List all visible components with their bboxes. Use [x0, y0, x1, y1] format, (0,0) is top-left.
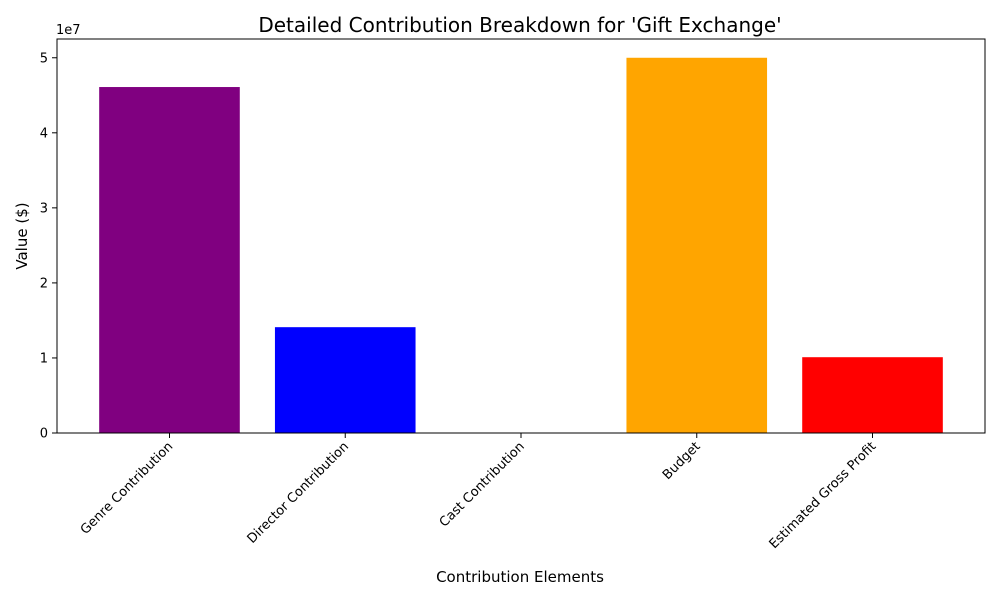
y-tick-label: 1: [40, 351, 48, 366]
y-tick-label: 0: [40, 427, 48, 442]
x-tick-label: Estimated Gross Profit: [767, 439, 880, 552]
y-axis-label: Value ($): [13, 202, 31, 269]
y-tick-label: 2: [40, 276, 48, 291]
y-tick-label: 3: [40, 201, 48, 216]
x-axis-label: Contribution Elements: [436, 568, 604, 586]
y-tick-label: 5: [40, 51, 48, 66]
x-tick-label: Budget: [660, 439, 704, 483]
x-tick-label: Director Contribution: [245, 439, 353, 547]
y-axis-ticks: 0 1 2 3 4 5: [40, 51, 57, 442]
bar-budget: [626, 57, 768, 434]
x-tick-label: Genre Contribution: [78, 439, 176, 537]
bar-estimated-gross-profit: [802, 357, 943, 433]
bar-genre-contribution: [99, 87, 240, 433]
bar-director-contribution: [274, 327, 416, 433]
y-tick-label: 4: [40, 126, 48, 141]
chart-title: Detailed Contribution Breakdown for 'Gif…: [258, 13, 781, 37]
x-tick-label: Cast Contribution: [437, 439, 528, 530]
bars-group: [99, 57, 943, 434]
x-axis-ticks: Genre Contribution Director Contribution C…: [78, 433, 879, 552]
y-axis-scale-label: 1e7: [56, 23, 81, 38]
plot-frame: [56, 38, 986, 434]
